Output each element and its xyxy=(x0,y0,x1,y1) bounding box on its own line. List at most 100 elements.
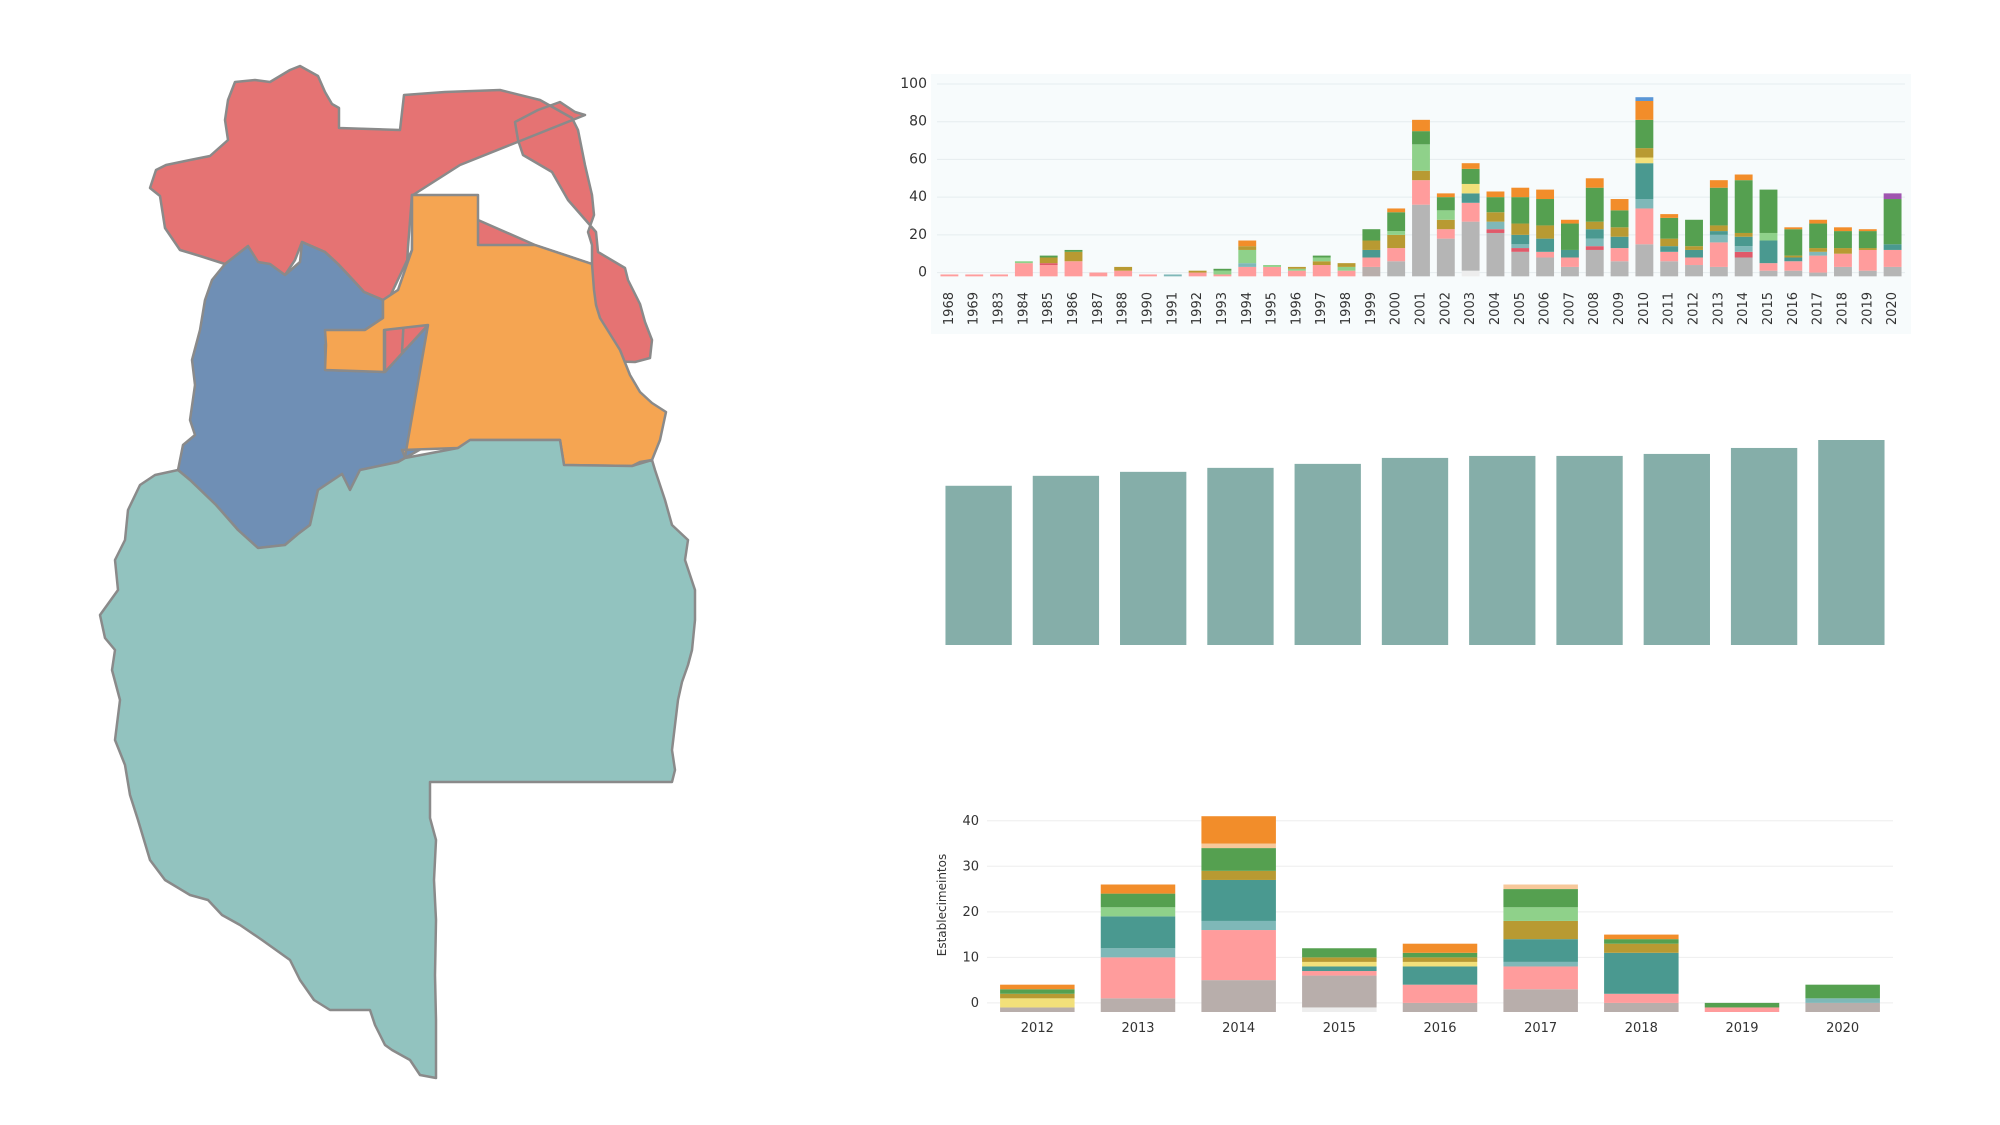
bar-segment[interactable] xyxy=(1834,266,1852,277)
bar-segment[interactable] xyxy=(1709,266,1728,277)
bar-segment[interactable] xyxy=(1461,270,1480,277)
bar-segment[interactable] xyxy=(1402,984,1478,1003)
bar-segment[interactable] xyxy=(1238,266,1257,277)
bar-segment[interactable] xyxy=(1883,199,1902,245)
bar-segment[interactable] xyxy=(1734,236,1753,247)
bar-segment[interactable] xyxy=(1560,223,1579,250)
bar-segment[interactable] xyxy=(1163,274,1182,277)
bar-segment[interactable] xyxy=(1238,240,1257,247)
bar-segment[interactable] xyxy=(1660,217,1679,239)
bar-segment[interactable] xyxy=(1461,163,1480,169)
bar-segment[interactable] xyxy=(1604,993,1679,1003)
bar-segment[interactable] xyxy=(1100,957,1176,999)
bar-segment[interactable] xyxy=(1000,993,1075,999)
bar-segment[interactable] xyxy=(1660,238,1679,247)
bar-segment[interactable] xyxy=(1287,268,1306,271)
bar-segment[interactable] xyxy=(1560,219,1579,224)
bar-segment[interactable] xyxy=(1436,193,1455,198)
bar-segment[interactable] xyxy=(1635,97,1654,101)
bar-segment[interactable] xyxy=(1635,163,1654,200)
bar-segment[interactable] xyxy=(1883,244,1902,250)
bar-segment[interactable] xyxy=(1685,265,1703,277)
bar-segment[interactable] xyxy=(1486,212,1505,222)
bar-segment[interactable] xyxy=(1709,242,1728,267)
bar-segment[interactable] xyxy=(1560,257,1579,267)
bar-segment[interactable] xyxy=(1834,227,1852,232)
bar-segment[interactable] xyxy=(1312,255,1331,258)
bar-segment[interactable] xyxy=(1635,199,1654,209)
bar-segment[interactable] xyxy=(1302,971,1377,976)
bar-segment[interactable] xyxy=(1039,257,1058,264)
bar-segment[interactable] xyxy=(1685,257,1703,266)
bar-segment[interactable] xyxy=(1436,197,1455,211)
bar-segment[interactable] xyxy=(1387,248,1406,262)
bar-segment[interactable] xyxy=(1201,870,1276,880)
bar-segment[interactable] xyxy=(1114,270,1133,277)
bar-segment[interactable] xyxy=(1709,180,1728,188)
bar-segment[interactable] xyxy=(1039,263,1058,266)
bar-segment[interactable] xyxy=(1784,255,1803,258)
bar-segment[interactable] xyxy=(1635,244,1654,277)
bar-segment[interactable] xyxy=(1858,270,1877,277)
bar-segment[interactable] xyxy=(1585,178,1604,188)
bar[interactable] xyxy=(1120,471,1187,645)
bar-segment[interactable] xyxy=(1201,980,1276,1012)
bar-segment[interactable] xyxy=(1759,232,1778,241)
bar-segment[interactable] xyxy=(1503,884,1578,890)
bar-segment[interactable] xyxy=(1238,249,1257,264)
bar-segment[interactable] xyxy=(1709,234,1728,243)
bar-segment[interactable] xyxy=(1834,248,1852,254)
bar-segment[interactable] xyxy=(1610,210,1629,228)
bar-segment[interactable] xyxy=(1709,231,1728,235)
bar-segment[interactable] xyxy=(1805,1002,1880,1012)
bar-segment[interactable] xyxy=(1100,907,1176,917)
bar-segment[interactable] xyxy=(1312,265,1331,277)
bar-segment[interactable] xyxy=(1635,119,1654,149)
bar-segment[interactable] xyxy=(1511,244,1530,249)
bar-segment[interactable] xyxy=(1362,229,1381,241)
bar-segment[interactable] xyxy=(1412,170,1430,181)
bar[interactable] xyxy=(1643,453,1710,645)
bar-segment[interactable] xyxy=(1402,1002,1478,1012)
bar-segment[interactable] xyxy=(990,274,1008,277)
bar-segment[interactable] xyxy=(1536,251,1555,258)
bar-segment[interactable] xyxy=(1883,249,1902,267)
bar-segment[interactable] xyxy=(1759,240,1778,264)
bar-segment[interactable] xyxy=(1486,221,1505,230)
bar-segment[interactable] xyxy=(1536,199,1555,226)
bar-segment[interactable] xyxy=(1302,957,1377,962)
bar-segment[interactable] xyxy=(1238,246,1257,250)
bar-segment[interactable] xyxy=(1100,893,1176,908)
bar-segment[interactable] xyxy=(1759,189,1778,233)
bar-segment[interactable] xyxy=(1834,253,1852,267)
bar-segment[interactable] xyxy=(1604,934,1679,940)
bar-segment[interactable] xyxy=(1503,920,1578,940)
bar-segment[interactable] xyxy=(1064,251,1083,262)
bar-segment[interactable] xyxy=(1387,261,1406,277)
bar-segment[interactable] xyxy=(1704,1002,1780,1008)
bar-segment[interactable] xyxy=(1858,229,1877,232)
bar-segment[interactable] xyxy=(1337,270,1356,277)
bar-segment[interactable] xyxy=(940,274,959,277)
bar-segment[interactable] xyxy=(1461,168,1480,184)
bar-segment[interactable] xyxy=(1302,961,1377,967)
bar-segment[interactable] xyxy=(1511,187,1530,198)
bar-segment[interactable] xyxy=(1302,966,1377,972)
bar-segment[interactable] xyxy=(1503,961,1578,967)
bar-segment[interactable] xyxy=(1402,943,1478,953)
bar-segment[interactable] xyxy=(1604,1002,1679,1012)
bar-segment[interactable] xyxy=(1809,255,1828,273)
bar-segment[interactable] xyxy=(1660,261,1679,277)
bar[interactable] xyxy=(1294,463,1361,645)
bar-segment[interactable] xyxy=(1585,229,1604,239)
bar-segment[interactable] xyxy=(1809,272,1828,277)
bar-segment[interactable] xyxy=(1709,187,1728,226)
bar-segment[interactable] xyxy=(1387,231,1406,235)
bar-segment[interactable] xyxy=(1585,187,1604,222)
bar-segment[interactable] xyxy=(1585,249,1604,277)
bar-segment[interactable] xyxy=(1362,257,1381,267)
bar-segment[interactable] xyxy=(1511,197,1530,224)
bar-segment[interactable] xyxy=(1312,257,1331,262)
bar-segment[interactable] xyxy=(1734,174,1753,181)
bar-segment[interactable] xyxy=(1436,210,1455,220)
